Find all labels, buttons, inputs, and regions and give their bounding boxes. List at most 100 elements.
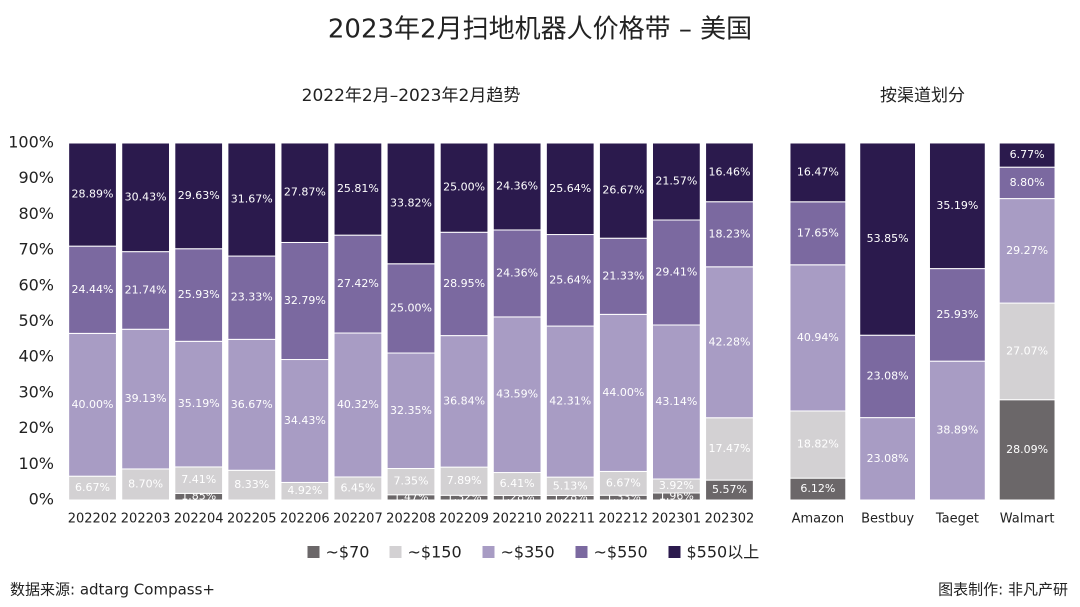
bar-segment — [333, 234, 383, 334]
data-label: 53.85% — [867, 232, 909, 245]
y-tick-label: 0% — [29, 490, 54, 509]
x-tick-label: 202206 — [280, 512, 330, 527]
data-label: 21.33% — [602, 269, 644, 282]
data-label: 42.31% — [549, 395, 591, 408]
data-label: 6.12% — [800, 482, 835, 495]
page-title: 2023年2月扫地机器人价格带 – 美国 — [328, 15, 752, 45]
bar-segment — [68, 332, 117, 477]
data-label: 23.08% — [867, 452, 909, 465]
bar-segment — [439, 466, 489, 496]
data-label: 29.27% — [1006, 244, 1048, 257]
data-label: 39.13% — [125, 392, 167, 405]
bar-segment — [492, 142, 542, 231]
data-label: 32.35% — [390, 404, 432, 417]
data-label: 34.43% — [284, 414, 326, 427]
bar-segment — [227, 469, 277, 501]
y-tick-label: 90% — [18, 168, 54, 187]
bar-segment — [68, 245, 117, 334]
data-label: 43.59% — [496, 388, 538, 401]
data-label: 6.41% — [500, 477, 535, 490]
data-label: 28.09% — [1006, 443, 1048, 456]
legend-swatch — [307, 546, 320, 558]
bar-segment — [998, 166, 1056, 200]
bar-segment — [174, 142, 224, 250]
data-label: 28.89% — [72, 188, 114, 201]
data-label: 27.07% — [1006, 344, 1048, 357]
x-tick-label: 202302 — [705, 512, 755, 527]
data-label: 30.43% — [125, 190, 167, 203]
data-label: 8.33% — [234, 478, 269, 491]
data-label: 33.82% — [390, 196, 432, 209]
data-label: 16.46% — [708, 165, 750, 178]
bar-segment — [439, 142, 489, 233]
legend-label: ~$350 — [501, 543, 555, 562]
bar-segment — [545, 325, 595, 478]
bar-segment — [789, 201, 847, 266]
y-tick-label: 40% — [18, 347, 54, 366]
data-label: 40.00% — [72, 398, 114, 411]
bar-segment — [998, 302, 1056, 401]
bar-segment — [439, 231, 489, 337]
data-label: 42.28% — [708, 335, 750, 348]
bar-segment — [121, 142, 170, 253]
data-label: 29.41% — [655, 266, 697, 279]
bar-segment — [789, 264, 847, 412]
y-tick-label: 80% — [18, 204, 54, 223]
data-label: 29.63% — [178, 189, 220, 202]
data-label: 5.13% — [553, 479, 588, 492]
bar-segment — [652, 219, 701, 326]
bar-segment — [928, 360, 986, 501]
data-label: 7.35% — [394, 475, 429, 488]
bar-segment — [652, 142, 701, 221]
x-tick-label: 202211 — [545, 512, 595, 527]
data-label: 27.87% — [284, 186, 326, 199]
x-tick-label: 202203 — [121, 512, 171, 527]
data-label: 38.89% — [936, 424, 978, 437]
data-label: 6.77% — [1010, 148, 1045, 161]
bar-segment — [174, 340, 224, 468]
data-label: 25.64% — [549, 182, 591, 195]
bar-segment — [598, 313, 648, 472]
data-label: 40.32% — [337, 398, 379, 411]
legend-label: ~$150 — [408, 543, 462, 562]
bar-segment — [121, 251, 170, 330]
data-label: 24.36% — [496, 179, 538, 192]
bar-segment — [928, 268, 986, 362]
data-label: 35.19% — [178, 397, 220, 410]
data-label: 23.33% — [231, 291, 273, 304]
x-tick-label: Bestbuy — [861, 512, 914, 527]
data-label: 25.81% — [337, 182, 379, 195]
bar-segment — [492, 229, 542, 318]
legend-swatch — [389, 546, 402, 558]
bar-segment — [705, 266, 754, 419]
y-tick-label: 20% — [18, 418, 54, 437]
data-label: 17.47% — [708, 442, 750, 455]
x-tick-label: 202210 — [492, 512, 542, 527]
x-tick-label: 202208 — [386, 512, 436, 527]
bar-segment — [859, 417, 917, 501]
data-label: 36.84% — [443, 394, 485, 407]
legend-label: $550以上 — [687, 543, 760, 562]
data-label: 4.92% — [287, 484, 322, 497]
bar-segment — [333, 332, 383, 478]
x-tick-label: 202207 — [333, 512, 383, 527]
bar-segment — [121, 328, 170, 470]
legend-swatch — [575, 546, 588, 558]
chart-subtitle: 2022年2月–2023年2月趋势 — [302, 86, 521, 106]
data-label: 6.67% — [606, 476, 641, 489]
x-tick-label: 202204 — [174, 512, 224, 527]
data-label: 31.67% — [231, 193, 273, 206]
y-tick-label: 30% — [18, 382, 54, 401]
data-label: 25.00% — [390, 301, 432, 314]
data-label: 17.65% — [797, 226, 839, 239]
y-tick-label: 70% — [18, 240, 54, 259]
data-label: 24.36% — [496, 266, 538, 279]
legend-swatch — [668, 546, 681, 558]
bar-segment — [68, 142, 117, 247]
x-tick-label: 202212 — [598, 512, 648, 527]
data-label: 5.57% — [712, 483, 747, 496]
y-tick-label: 50% — [18, 311, 54, 330]
data-label: 3.92% — [659, 479, 694, 492]
y-tick-label: 100% — [8, 133, 54, 152]
bar-segment — [859, 334, 917, 419]
